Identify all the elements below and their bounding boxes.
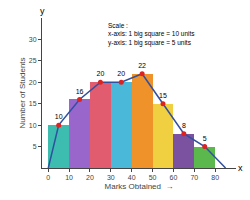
svg-text:60: 60 bbox=[170, 174, 178, 181]
svg-text:10: 10 bbox=[29, 122, 37, 129]
svg-text:30: 30 bbox=[107, 174, 115, 181]
svg-text:0: 0 bbox=[46, 174, 50, 181]
svg-text:5: 5 bbox=[203, 135, 207, 142]
svg-text:30: 30 bbox=[29, 36, 37, 43]
svg-text:16: 16 bbox=[76, 88, 84, 95]
svg-text:40: 40 bbox=[128, 174, 136, 181]
svg-text:20: 20 bbox=[117, 70, 125, 77]
svg-text:Number of Students: Number of Students bbox=[18, 57, 27, 128]
svg-text:25: 25 bbox=[29, 57, 37, 64]
svg-text:22: 22 bbox=[138, 62, 146, 69]
svg-text:10: 10 bbox=[55, 113, 63, 120]
svg-text:70: 70 bbox=[190, 174, 198, 181]
svg-text:5: 5 bbox=[33, 143, 37, 150]
svg-text:Marks Obtained →: Marks Obtained → bbox=[105, 182, 174, 191]
svg-text:50: 50 bbox=[149, 174, 157, 181]
svg-text:10: 10 bbox=[65, 174, 73, 181]
svg-text:15: 15 bbox=[29, 100, 37, 107]
svg-text:20: 20 bbox=[97, 70, 105, 77]
svg-text:8: 8 bbox=[182, 122, 186, 129]
svg-text:x: x bbox=[238, 163, 243, 173]
svg-text:Scale :x-axis: 1 big square =: Scale :x-axis: 1 big square = 10 unitsy-… bbox=[108, 22, 195, 47]
svg-text:80: 80 bbox=[211, 174, 219, 181]
svg-text:20: 20 bbox=[86, 174, 94, 181]
svg-text:15: 15 bbox=[159, 92, 167, 99]
svg-text:y: y bbox=[40, 6, 45, 16]
svg-text:20: 20 bbox=[29, 79, 37, 86]
